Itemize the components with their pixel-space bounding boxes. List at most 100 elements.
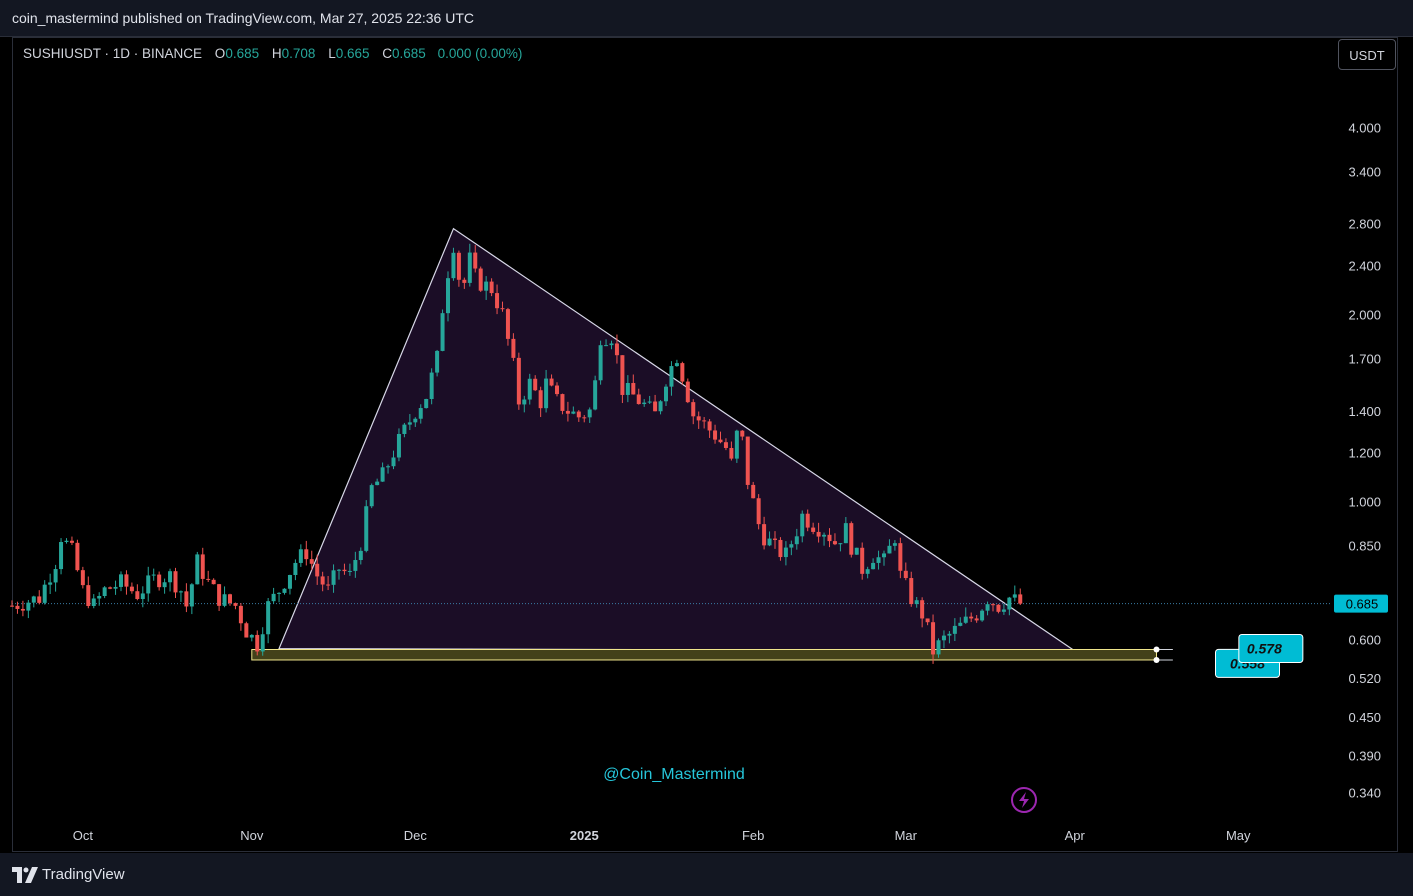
candle [446,271,450,322]
y-tick-label: 1.200 [1348,445,1381,460]
candle [402,422,407,438]
candle-body [10,605,14,607]
candle-body [620,355,625,395]
candle-body [832,541,837,545]
candle-body [882,553,886,558]
candle [135,584,140,601]
candle [184,583,189,613]
candle [342,563,347,575]
candle-body [642,402,647,405]
candle-body [664,386,668,402]
candle-body [1001,609,1006,612]
candle [614,334,619,364]
candle-body [707,421,712,431]
candle [952,618,957,641]
candle-body [413,418,418,423]
x-tick-label: Mar [895,828,918,843]
open-label: O [214,46,226,61]
candle-body [914,600,919,605]
candle [876,550,881,570]
candle [947,631,952,644]
candle-body [75,542,80,571]
candle-body [53,569,58,583]
candle-body [636,394,641,405]
candle-body [331,570,336,585]
candle-body [358,550,363,561]
candle [222,586,227,608]
candle-body [767,538,772,546]
candle [555,382,559,397]
candle [723,438,728,451]
x-tick-label: May [1226,828,1251,843]
candle [734,429,739,463]
candle-body [658,401,663,412]
candle-body [614,343,619,356]
support-label-box[interactable] [1238,634,1304,664]
candle [315,554,320,585]
candle-body [467,252,472,283]
candle [418,404,423,424]
candle-body [255,634,260,652]
candle [680,361,685,385]
candle-body [936,640,941,655]
candle [963,607,968,624]
candle [37,590,42,605]
candle-body [396,433,401,458]
candle [173,567,178,598]
candle [789,540,794,556]
candle-body [266,601,271,635]
support-handle[interactable] [1153,656,1160,663]
candle [189,583,194,615]
candle [42,580,47,605]
x-tick-label: Oct [73,828,94,843]
y-tick-label: 2.800 [1348,217,1381,232]
candle-body [560,394,565,411]
candle-body [195,554,200,585]
watermark-text: @Coin_Mastermind [603,766,745,783]
candle [685,378,690,404]
candle [473,245,478,273]
candle [745,436,750,490]
candle-body [353,560,358,571]
candle [15,601,20,614]
candle-body [674,363,679,367]
candle-body [162,582,167,588]
candle [1018,588,1023,606]
candle [783,541,788,566]
candle-body [108,587,113,589]
candle [642,399,647,407]
candle-body [342,569,347,572]
candle-body [146,575,151,594]
candle [456,250,461,287]
candle [800,510,805,543]
candle-body [516,357,521,405]
currency-button[interactable]: USDT [1338,39,1396,70]
candle [696,411,701,429]
support-zone[interactable] [251,649,1158,661]
candle [544,369,549,413]
candle [1001,603,1006,615]
candle-body [680,363,685,382]
candle [391,450,396,470]
close-label: C [382,46,393,61]
lightning-icon[interactable] [1011,787,1037,813]
candle-body [260,634,265,652]
candle-body [189,584,194,607]
candle [407,414,412,431]
candle [298,544,303,567]
candle [59,538,64,575]
candle [854,547,859,555]
candle-body [86,585,91,606]
candle [347,563,352,576]
candle-body [69,540,74,543]
candle [593,375,598,411]
candle [91,594,96,609]
support-handle[interactable] [1153,646,1160,653]
candle-body [903,570,908,579]
candle-body [42,584,47,603]
upper-support-label[interactable]: 0.578 [1238,634,1304,664]
candle-body [685,381,690,403]
candle-body [424,399,429,409]
low-label: L [328,46,336,61]
